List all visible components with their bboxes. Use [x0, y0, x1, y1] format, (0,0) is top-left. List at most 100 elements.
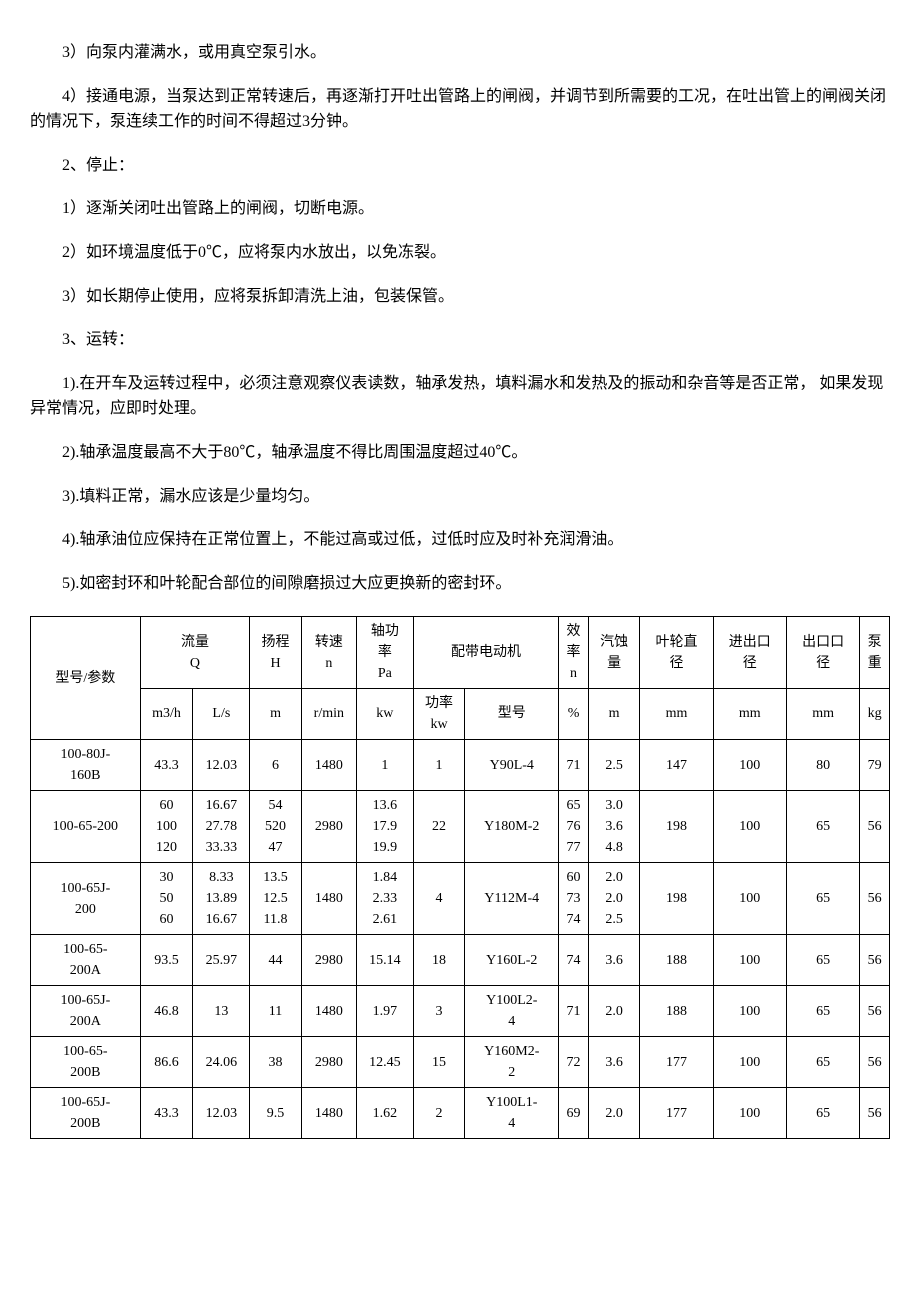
cell-outlet: 65: [786, 1088, 859, 1139]
col-weight: 泵 重: [860, 617, 890, 689]
cell-m3h: 43.3: [140, 740, 193, 791]
stop-2: 2）如环境温度低于0℃，应将泵内水放出，以免冻裂。: [30, 240, 890, 266]
section-run: 3、运转：: [30, 327, 890, 353]
run-4: 4).轴承油位应保持在正常位置上，不能过高或过低，过低时应及时补充润滑油。: [30, 527, 890, 553]
col-flow: 流量 Q: [140, 617, 250, 689]
cell-eff: 72: [559, 1037, 589, 1088]
unit-ls: L/s: [193, 689, 250, 740]
cell-h: 54 520 47: [250, 791, 301, 863]
cell-dia: 188: [640, 935, 713, 986]
cell-model: 100-65J- 200A: [31, 986, 141, 1037]
run-5: 5).如密封环和叶轮配合部位的间隙磨损过大应更换新的密封环。: [30, 571, 890, 597]
unit-kg: kg: [860, 689, 890, 740]
unit-mm3: mm: [786, 689, 859, 740]
col-outlet: 出口口 径: [786, 617, 859, 689]
cell-eff: 71: [559, 740, 589, 791]
cell-pa: 15.14: [356, 935, 413, 986]
cell-weight: 56: [860, 1088, 890, 1139]
cell-cav: 2.0: [588, 1088, 639, 1139]
cell-motor: Y100L1- 4: [465, 1088, 559, 1139]
cell-kw: 2: [413, 1088, 464, 1139]
cell-n: 1480: [301, 863, 356, 935]
unit-m: m: [250, 689, 301, 740]
cell-n: 2980: [301, 1037, 356, 1088]
cell-weight: 56: [860, 1037, 890, 1088]
cell-dia: 198: [640, 863, 713, 935]
cell-cav: 3.6: [588, 1037, 639, 1088]
col-model: 型号/参数: [31, 617, 141, 740]
cell-cav: 2.5: [588, 740, 639, 791]
cell-model: 100-65-200: [31, 791, 141, 863]
cell-ls: 8.33 13.89 16.67: [193, 863, 250, 935]
cell-dia: 177: [640, 1037, 713, 1088]
cell-dia: 177: [640, 1088, 713, 1139]
cell-h: 38: [250, 1037, 301, 1088]
cell-h: 9.5: [250, 1088, 301, 1139]
cell-h: 44: [250, 935, 301, 986]
cell-pa: 1.97: [356, 986, 413, 1037]
unit-m3h: m3/h: [140, 689, 193, 740]
cell-inlet: 100: [713, 986, 786, 1037]
col-head: 扬程 H: [250, 617, 301, 689]
cell-n: 1480: [301, 986, 356, 1037]
cell-motor: Y100L2- 4: [465, 986, 559, 1037]
cell-kw: 3: [413, 986, 464, 1037]
cell-n: 2980: [301, 791, 356, 863]
table-row: 100-65-20060 100 12016.67 27.78 33.3354 …: [31, 791, 890, 863]
cell-motor: Y180M-2: [465, 791, 559, 863]
col-motor: 配带电动机: [413, 617, 558, 689]
table-row: 100-65J- 20030 50 608.33 13.89 16.6713.5…: [31, 863, 890, 935]
cell-weight: 79: [860, 740, 890, 791]
cell-ls: 13: [193, 986, 250, 1037]
cell-pa: 1.62: [356, 1088, 413, 1139]
cell-m3h: 93.5: [140, 935, 193, 986]
cell-h: 13.5 12.5 11.8: [250, 863, 301, 935]
cell-weight: 56: [860, 863, 890, 935]
cell-cav: 2.0: [588, 986, 639, 1037]
cell-n: 2980: [301, 935, 356, 986]
cell-m3h: 60 100 120: [140, 791, 193, 863]
cell-outlet: 65: [786, 791, 859, 863]
cell-m3h: 86.6: [140, 1037, 193, 1088]
unit-kw: kw: [356, 689, 413, 740]
cell-kw: 1: [413, 740, 464, 791]
stop-3: 3）如长期停止使用，应将泵拆卸清洗上油，包装保管。: [30, 284, 890, 310]
cell-kw: 4: [413, 863, 464, 935]
cell-weight: 56: [860, 986, 890, 1037]
cell-motor: Y112M-4: [465, 863, 559, 935]
cell-motor: Y160L-2: [465, 935, 559, 986]
cell-pa: 1: [356, 740, 413, 791]
cell-eff: 71: [559, 986, 589, 1037]
cell-model: 100-65J- 200: [31, 863, 141, 935]
unit-rmin: r/min: [301, 689, 356, 740]
cell-model: 100-65J- 200B: [31, 1088, 141, 1139]
cell-outlet: 80: [786, 740, 859, 791]
cell-weight: 56: [860, 935, 890, 986]
section-stop: 2、停止：: [30, 153, 890, 179]
run-2: 2).轴承温度最高不大于80℃，轴承温度不得比周围温度超过40℃。: [30, 440, 890, 466]
cell-kw: 18: [413, 935, 464, 986]
col-speed: 转速 n: [301, 617, 356, 689]
cell-pa: 12.45: [356, 1037, 413, 1088]
col-efficiency: 效 率 n: [559, 617, 589, 689]
cell-pa: 13.6 17.9 19.9: [356, 791, 413, 863]
table-body: 100-80J- 160B43.312.036148011Y90L-4712.5…: [31, 740, 890, 1139]
para-3: 3）向泵内灌满水，或用真空泵引水。: [30, 40, 890, 66]
cell-inlet: 100: [713, 1088, 786, 1139]
cell-ls: 12.03: [193, 740, 250, 791]
table-row: 100-65- 200B86.624.0638298012.4515Y160M2…: [31, 1037, 890, 1088]
table-row: 100-65- 200A93.525.9744298015.1418Y160L-…: [31, 935, 890, 986]
cell-eff: 69: [559, 1088, 589, 1139]
cell-cav: 2.0 2.0 2.5: [588, 863, 639, 935]
para-4: 4）接通电源，当泵达到正常转速后，再逐渐打开吐出管路上的闸阀，并调节到所需要的工…: [30, 84, 890, 135]
cell-inlet: 100: [713, 935, 786, 986]
unit-percent: %: [559, 689, 589, 740]
unit-mm2: mm: [713, 689, 786, 740]
col-inlet: 进出口 径: [713, 617, 786, 689]
cell-inlet: 100: [713, 863, 786, 935]
col-impeller-dia: 叶轮直 径: [640, 617, 713, 689]
cell-cav: 3.0 3.6 4.8: [588, 791, 639, 863]
header-row-1: 型号/参数 流量 Q 扬程 H 转速 n 轴功 率 Pa 配带电动机 效 率 n…: [31, 617, 890, 689]
col-shaft-power: 轴功 率 Pa: [356, 617, 413, 689]
cell-outlet: 65: [786, 863, 859, 935]
